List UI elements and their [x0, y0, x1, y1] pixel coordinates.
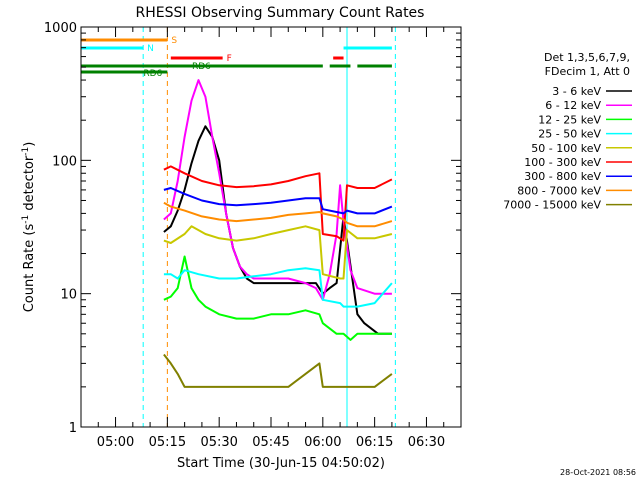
series-line-0 — [163, 125, 392, 335]
x-tick-label-1: 05:15 — [149, 435, 186, 450]
x-axis-label: Start Time (30-Jun-15 04:50:02) — [177, 456, 385, 471]
series-line-7 — [163, 201, 393, 228]
series-line-3 — [163, 267, 393, 308]
timestamp: 28-Oct-2021 08:56 — [560, 468, 636, 477]
legend-entry-4: 50 - 100 keV — [531, 142, 601, 155]
flag-bars: S N F RD6 RD6 — [81, 36, 392, 79]
flag-label-2: F — [227, 54, 232, 64]
series-line-1 — [163, 79, 392, 301]
flag-label-1: N — [147, 44, 154, 54]
legend-entry-3: 25 - 50 keV — [538, 128, 601, 141]
legend-entry-0: 3 - 6 keV — [552, 85, 601, 98]
legend-entry-8: 7000 - 15000 keV — [503, 199, 601, 212]
plot-frame — [80, 26, 462, 428]
x-tick-label-5: 06:15 — [356, 435, 393, 450]
x-tick-label-6: 06:30 — [408, 435, 445, 450]
flag-label-3: RD6 — [192, 62, 211, 72]
series-line-6 — [163, 187, 393, 215]
x-tick-label-3: 05:45 — [252, 435, 289, 450]
legend: Det 1,3,5,6,7,9,FDecim 1, Att 0 3 - 6 keV… — [503, 51, 632, 212]
y-axis-label: Count Rate (s-1 detector-1) — [21, 142, 37, 313]
legend-header-1: FDecim 1, Att 0 — [545, 65, 630, 78]
series-line-4 — [163, 225, 393, 280]
x-tick-label-4: 06:00 — [304, 435, 341, 450]
legend-header-0: Det 1,3,5,6,7,9, — [544, 51, 630, 64]
x-axis: 05:00 05:15 05:30 05:45 06:00 06:15 06:30 — [80, 27, 462, 450]
y-tick-label-1: 10 — [60, 288, 77, 303]
x-tick-label-0: 05:00 — [97, 435, 134, 450]
series-line-5 — [163, 165, 393, 242]
series-line-8 — [163, 353, 393, 388]
y-axis: 1 10 100 1000 — [44, 21, 461, 436]
flag-label-0: S — [171, 36, 177, 46]
x-tick-label-2: 05:30 — [200, 435, 237, 450]
legend-entry-1: 6 - 12 keV — [545, 99, 601, 112]
legend-entry-2: 12 - 25 keV — [538, 113, 601, 126]
legend-entry-6: 300 - 800 keV — [524, 170, 601, 183]
y-tick-label-2: 100 — [52, 154, 77, 169]
vertical-markers — [80, 27, 396, 427]
chart-title: RHESSI Observing Summary Count Rates — [136, 5, 425, 21]
series-group — [163, 79, 393, 388]
series-line-2 — [163, 255, 392, 341]
flag-label-4: RD6 — [143, 69, 162, 79]
y-tick-label-0: 1 — [69, 421, 77, 436]
legend-entry-7: 800 - 7000 keV — [517, 184, 601, 197]
y-tick-label-3: 1000 — [44, 21, 77, 36]
legend-entry-5: 100 - 300 keV — [524, 156, 601, 169]
